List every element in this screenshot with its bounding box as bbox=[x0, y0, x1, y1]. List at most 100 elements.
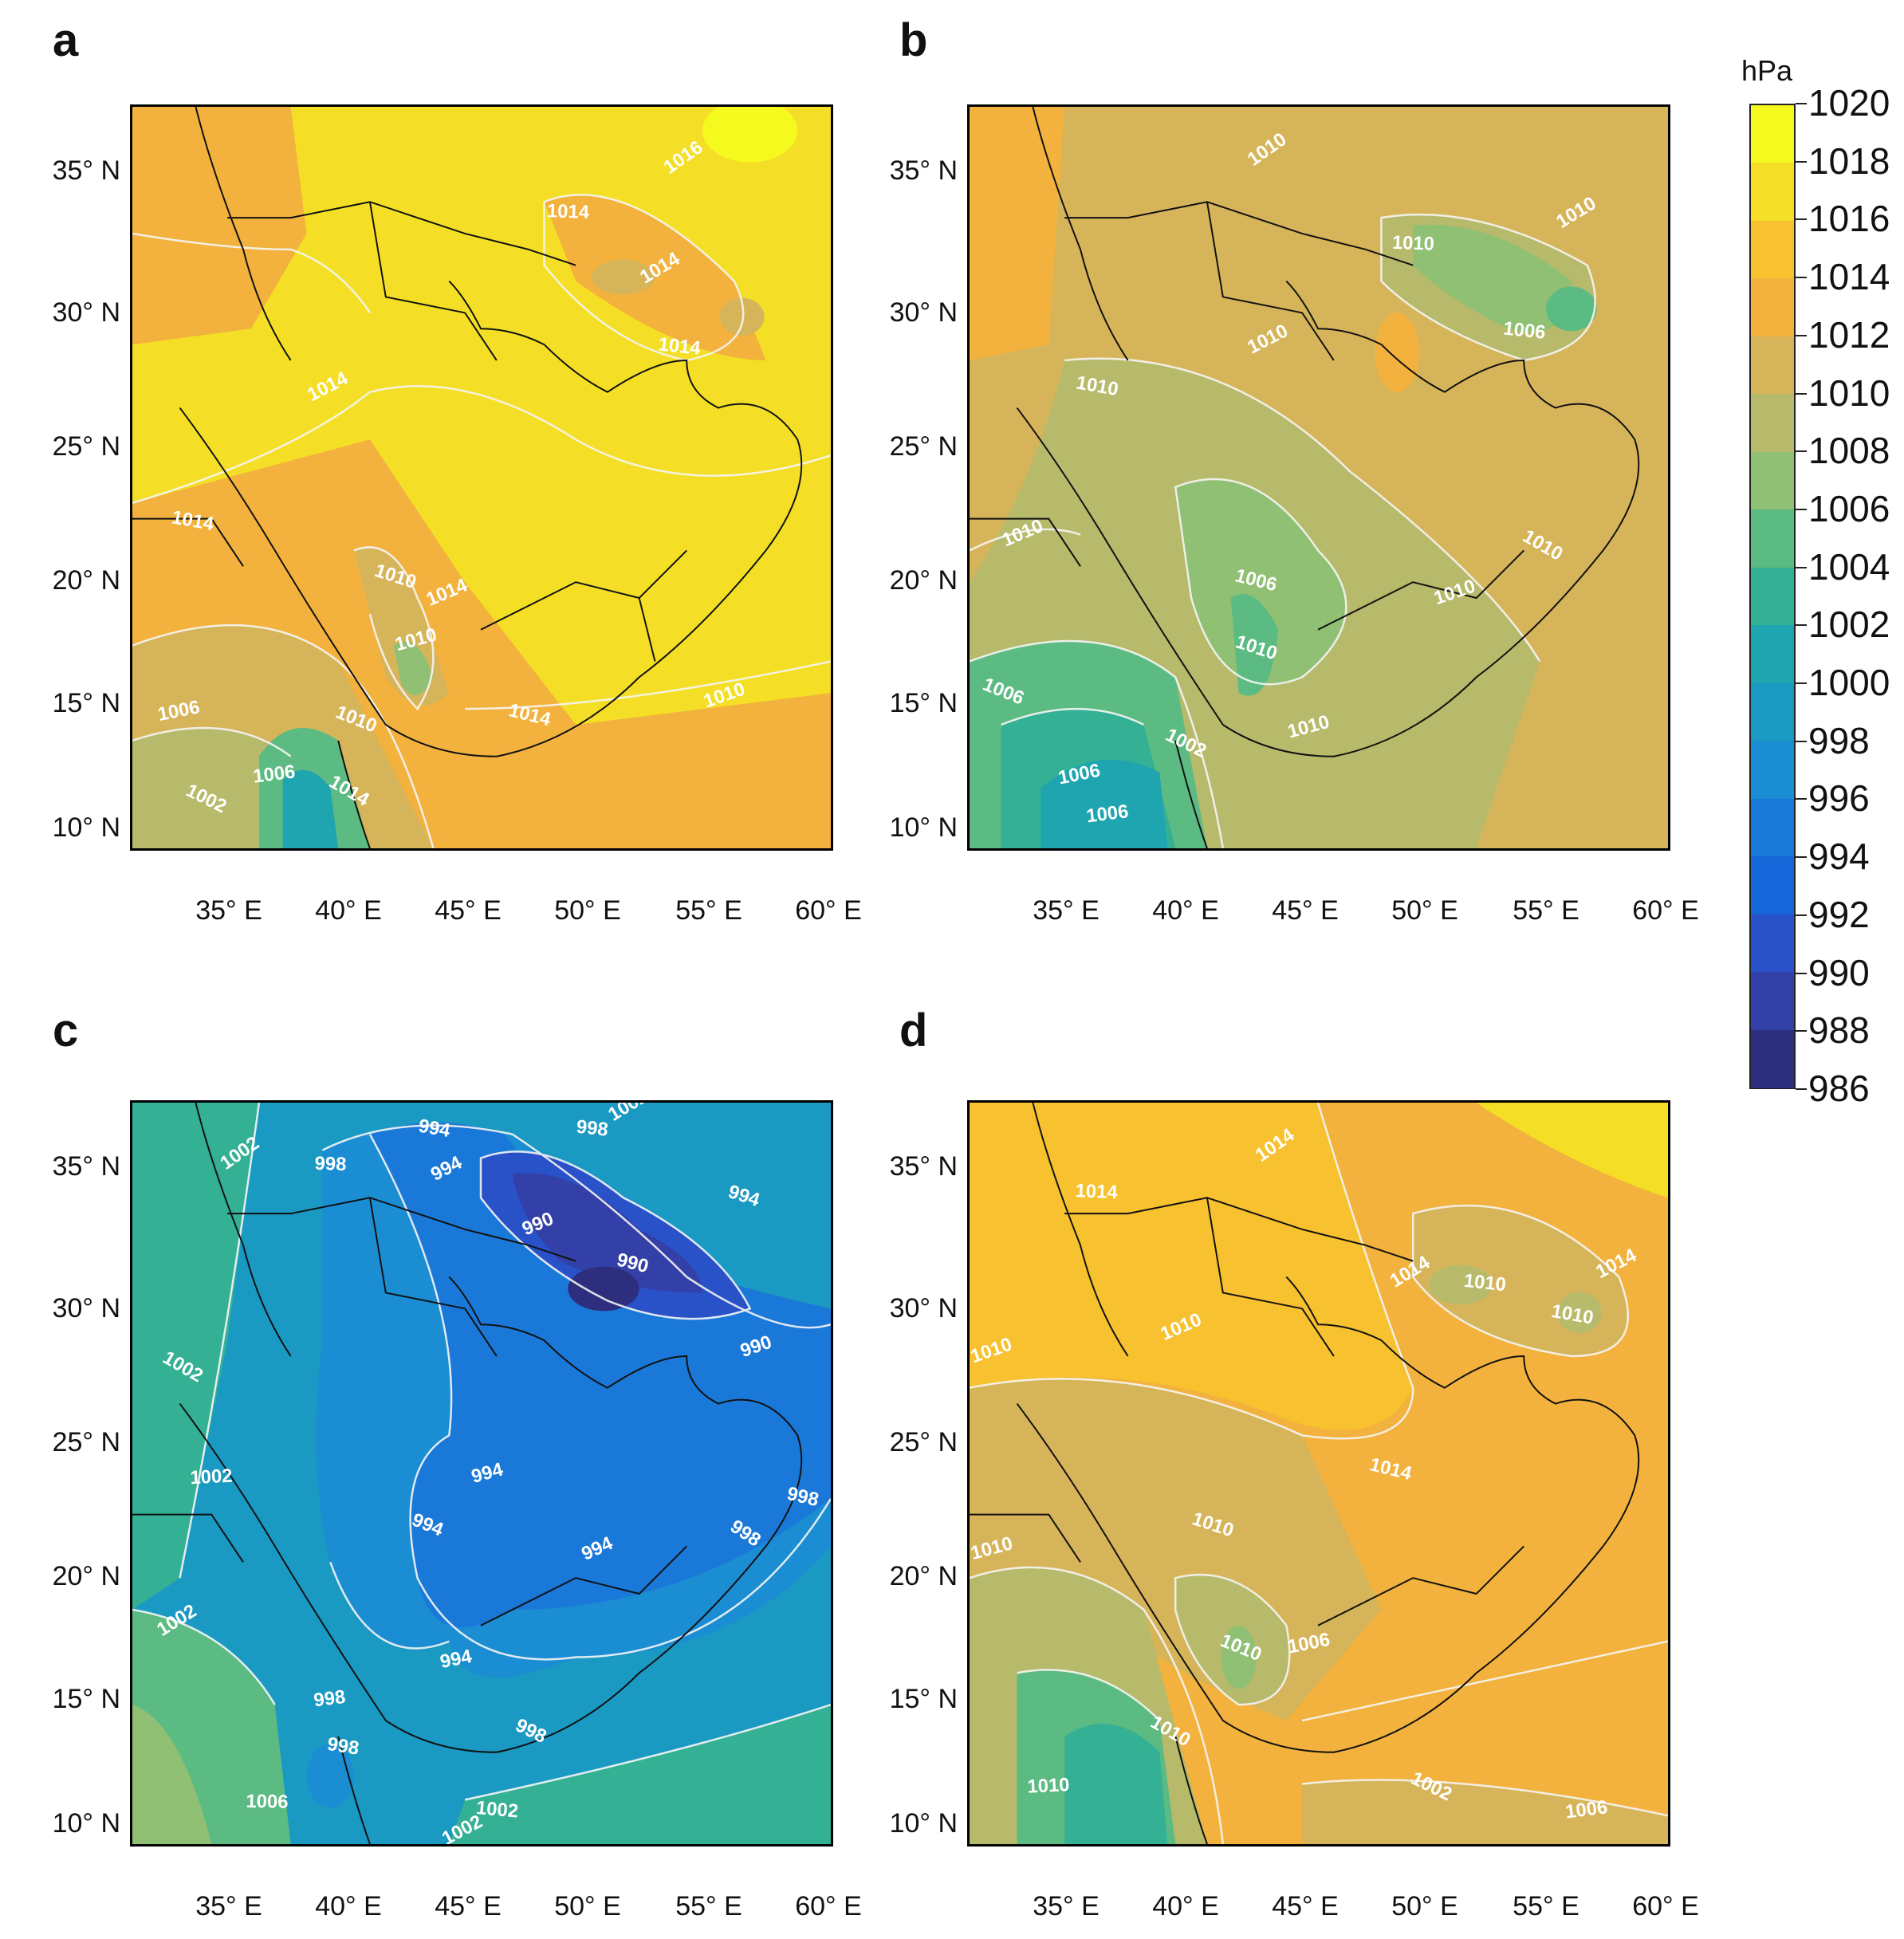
panel-letter-a: a bbox=[53, 14, 79, 66]
longitude-tick-label: 40° E bbox=[1152, 895, 1219, 926]
latitude-tick-label: 10° N bbox=[889, 1808, 958, 1839]
colorbar-segment bbox=[1751, 741, 1794, 800]
contour-label: 998 bbox=[326, 1733, 360, 1760]
longitude-tick-label: 60° E bbox=[795, 895, 862, 926]
colorbar-tick-label: 992 bbox=[1808, 893, 1870, 935]
contour-label: 998 bbox=[576, 1116, 609, 1141]
contour-label: 1010 bbox=[1391, 232, 1434, 255]
colorbar-tick-label: 1016 bbox=[1808, 198, 1890, 240]
colorbar-tick-label: 1018 bbox=[1808, 140, 1890, 182]
contour-label: 1002 bbox=[190, 1465, 233, 1489]
colorbar-tick bbox=[1796, 798, 1807, 800]
colorbar-tick-label: 988 bbox=[1808, 1009, 1870, 1052]
longitude-tick-label: 45° E bbox=[1272, 1891, 1339, 1921]
panel-letter-d: d bbox=[899, 1005, 928, 1056]
colorbar-unit: hPa bbox=[1741, 54, 1793, 87]
longitude-tick-label: 60° E bbox=[1632, 895, 1699, 926]
panel-letter-c: c bbox=[53, 1005, 79, 1056]
colorbar-tick bbox=[1796, 508, 1807, 510]
longitude-tick-label: 40° E bbox=[315, 1891, 382, 1921]
contour-label: 998 bbox=[313, 1686, 347, 1712]
colorbar-tick bbox=[1796, 103, 1807, 104]
pressure-map-d: 1014 1014 1014 1010 1014 1010 1010 1014 1010 1010… bbox=[967, 1100, 1670, 1847]
longitude-tick-label: 50° E bbox=[1391, 1891, 1458, 1921]
contour-label: 1010 bbox=[1027, 1774, 1070, 1798]
longitude-tick-label: 55° E bbox=[1513, 895, 1579, 926]
colorbar-segment bbox=[1751, 972, 1794, 1031]
colorbar-tick-label: 1008 bbox=[1808, 430, 1890, 472]
colorbar-tick bbox=[1796, 160, 1807, 163]
colorbar-segment bbox=[1751, 856, 1794, 915]
longitude-tick-label: 40° E bbox=[315, 895, 382, 926]
latitude-tick-label: 15° N bbox=[889, 1684, 958, 1714]
colorbar-tick-label: 986 bbox=[1808, 1068, 1870, 1109]
latitude-tick-label: 35° N bbox=[52, 1151, 120, 1182]
colorbar-segment bbox=[1751, 451, 1794, 511]
colorbar-tick-label: 1014 bbox=[1808, 256, 1890, 298]
latitude-tick-label: 10° N bbox=[52, 812, 120, 843]
longitude-tick-label: 40° E bbox=[1152, 1891, 1219, 1921]
colorbar-tick bbox=[1796, 566, 1807, 568]
colorbar-tick bbox=[1796, 682, 1807, 685]
colorbar-segment bbox=[1751, 336, 1794, 395]
longitude-tick-label: 50° E bbox=[554, 1891, 621, 1921]
colorbar bbox=[1749, 104, 1796, 1089]
contour-label: 1006 bbox=[246, 1791, 288, 1813]
latitude-tick-label: 35° N bbox=[52, 155, 120, 186]
colorbar-segment bbox=[1751, 798, 1794, 858]
colorbar-tick-label: 994 bbox=[1808, 836, 1870, 878]
panel-letter-b: b bbox=[899, 14, 928, 66]
latitude-tick-label: 15° N bbox=[52, 1684, 120, 1714]
longitude-tick-label: 45° E bbox=[1272, 895, 1339, 926]
contour-label: 1014 bbox=[657, 333, 702, 359]
contour-label: 1002 bbox=[475, 1797, 519, 1823]
colorbar-tick bbox=[1796, 856, 1807, 859]
contour-label: 1006 bbox=[1564, 1796, 1609, 1823]
contour-label: 1006 bbox=[1502, 317, 1547, 343]
latitude-tick-label: 30° N bbox=[889, 297, 958, 328]
colorbar-tick-label: 996 bbox=[1808, 777, 1870, 820]
contour-label: 1014 bbox=[1075, 1180, 1119, 1203]
latitude-tick-label: 30° N bbox=[52, 297, 120, 328]
colorbar-tick bbox=[1796, 1030, 1807, 1032]
longitude-tick-label: 35° E bbox=[195, 895, 262, 926]
colorbar-tick-label: 990 bbox=[1808, 951, 1870, 993]
latitude-tick-label: 20° N bbox=[889, 565, 958, 596]
latitude-tick-label: 25° N bbox=[889, 431, 958, 462]
longitude-tick-label: 35° E bbox=[1033, 1891, 1100, 1921]
latitude-tick-label: 35° N bbox=[889, 155, 958, 186]
latitude-tick-label: 25° N bbox=[52, 1427, 120, 1457]
colorbar-tick-label: 1010 bbox=[1808, 372, 1890, 414]
colorbar-tick bbox=[1796, 1088, 1807, 1090]
contour-label: 998 bbox=[314, 1153, 347, 1175]
longitude-tick-label: 45° E bbox=[435, 895, 502, 926]
colorbar-segment bbox=[1751, 682, 1794, 742]
latitude-tick-label: 25° N bbox=[889, 1427, 958, 1457]
latitude-tick-label: 35° N bbox=[889, 1151, 958, 1182]
colorbar-segment bbox=[1751, 914, 1794, 973]
colorbar-tick-label: 1002 bbox=[1808, 604, 1890, 646]
colorbar-tick-label: 1020 bbox=[1808, 82, 1890, 124]
colorbar-tick bbox=[1796, 740, 1807, 742]
longitude-tick-label: 55° E bbox=[675, 1891, 742, 1921]
colorbar-segment bbox=[1751, 625, 1794, 684]
colorbar-tick bbox=[1796, 914, 1807, 916]
latitude-tick-label: 20° N bbox=[889, 1561, 958, 1591]
longitude-tick-label: 45° E bbox=[435, 1891, 502, 1921]
colorbar-tick bbox=[1796, 218, 1807, 221]
longitude-tick-label: 60° E bbox=[1632, 1891, 1699, 1921]
colorbar-tick-label: 1000 bbox=[1808, 662, 1890, 704]
colorbar-tick-label: 1012 bbox=[1808, 313, 1890, 356]
longitude-tick-label: 55° E bbox=[1513, 1891, 1579, 1921]
colorbar-tick bbox=[1796, 277, 1807, 279]
colorbar-segment bbox=[1751, 1029, 1794, 1088]
latitude-tick-label: 20° N bbox=[52, 1561, 120, 1591]
longitude-tick-label: 35° E bbox=[1033, 895, 1100, 926]
colorbar-segment bbox=[1751, 220, 1794, 280]
longitude-tick-label: 55° E bbox=[675, 895, 742, 926]
colorbar-tick bbox=[1796, 334, 1807, 336]
colorbar-segment bbox=[1751, 105, 1794, 164]
latitude-tick-label: 30° N bbox=[52, 1293, 120, 1323]
longitude-tick-label: 50° E bbox=[554, 895, 621, 926]
colorbar-tick bbox=[1796, 624, 1807, 627]
